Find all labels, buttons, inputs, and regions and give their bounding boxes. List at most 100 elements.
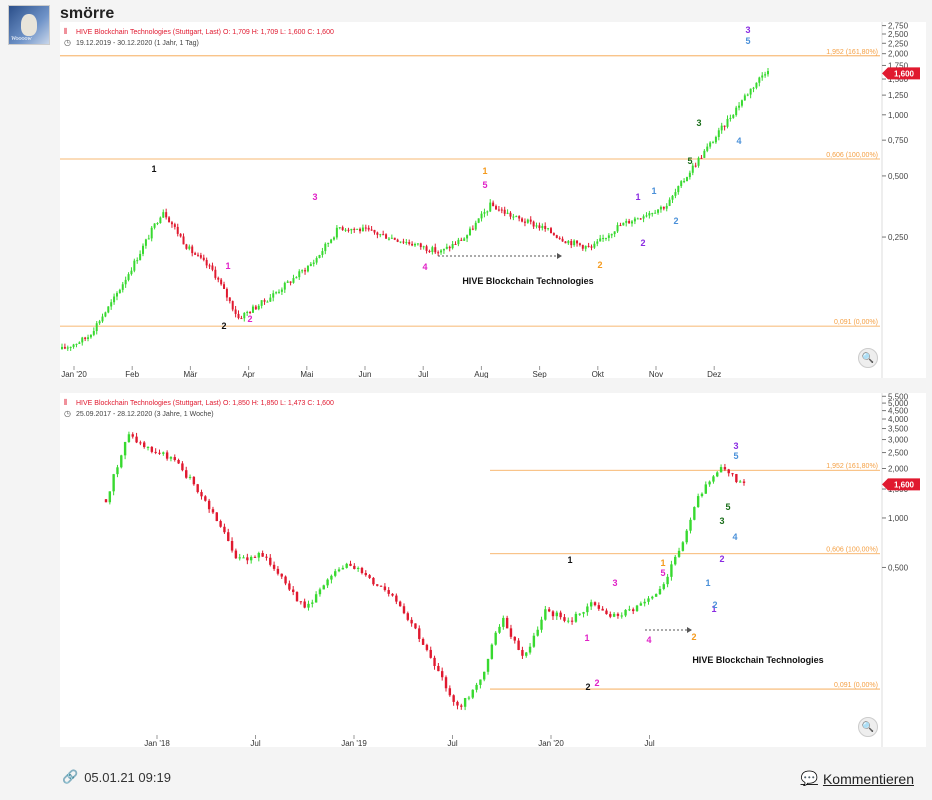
candle-body <box>179 233 182 237</box>
username[interactable]: smörre <box>60 5 115 22</box>
candle-body <box>150 227 153 239</box>
candle-body <box>237 313 240 319</box>
candle-body <box>767 71 769 75</box>
candle-body <box>549 228 552 234</box>
candle-body <box>633 218 636 222</box>
candle-body <box>173 224 176 227</box>
candle-body <box>463 238 466 241</box>
candle-body <box>311 602 314 604</box>
zoom-icon[interactable]: 🔍 <box>858 348 878 368</box>
candle-body <box>405 242 408 244</box>
chart-3y[interactable]: ⫴ HIVE Blockchain Technologies (Stuttgart… <box>60 393 926 747</box>
candle-body <box>410 619 413 624</box>
candle-body <box>742 481 746 483</box>
candle-body <box>246 312 249 314</box>
candle-body <box>610 234 613 236</box>
candle-body <box>335 227 338 238</box>
candle-body <box>567 241 570 244</box>
candle-body <box>498 626 501 633</box>
wave-label: 1 <box>567 555 572 565</box>
last-price-flag <box>882 478 920 491</box>
candle-body <box>165 452 169 459</box>
candle-body <box>706 146 709 151</box>
candle-body <box>265 556 268 558</box>
candle-body <box>719 467 723 473</box>
candle-body <box>723 125 726 127</box>
candle-body <box>278 291 281 293</box>
candle-body <box>442 248 445 251</box>
candle-body <box>448 246 451 249</box>
candle-body <box>147 238 150 240</box>
candle-body <box>95 323 98 332</box>
y-tick-label: 3,500 <box>888 425 909 434</box>
wave-label: 4 <box>646 635 651 645</box>
wave-label: 4 <box>732 532 737 542</box>
candle-body <box>544 609 547 620</box>
candle-body <box>345 563 348 568</box>
candle-body <box>118 289 121 294</box>
candle-body <box>361 227 364 232</box>
wave-label: 4 <box>422 262 427 272</box>
candle-body <box>257 553 261 558</box>
candle-body <box>188 246 191 249</box>
candle-body <box>292 278 295 283</box>
candle-body <box>143 442 146 448</box>
y-tick-label: 0,500 <box>888 172 909 181</box>
candle-body <box>604 237 607 239</box>
candle-body <box>642 216 645 219</box>
candles <box>61 68 769 351</box>
candle-body <box>162 452 165 454</box>
candle-body <box>674 192 677 196</box>
candle-body <box>139 253 142 261</box>
candle-body <box>596 241 599 244</box>
candle-body <box>312 262 315 264</box>
candle-body <box>513 636 516 641</box>
candle-body <box>636 218 639 220</box>
y-tick-label: 1,000 <box>888 111 909 120</box>
candle-body <box>192 476 196 485</box>
candle-body <box>185 470 188 478</box>
candle-body <box>185 244 188 249</box>
candle-body <box>81 337 84 343</box>
candle-body <box>139 442 142 444</box>
candle-body <box>367 227 370 230</box>
candle-body <box>475 684 478 690</box>
candle-body <box>211 509 215 513</box>
candle-body <box>398 601 402 607</box>
x-tick-label: Aug <box>474 370 488 378</box>
candle-body <box>158 452 161 454</box>
candle-body <box>284 576 287 584</box>
y-tick-label: 2,750 <box>888 22 909 31</box>
candle-body <box>98 321 101 324</box>
candle-body <box>408 242 411 244</box>
candle-body <box>563 617 566 621</box>
comment-button[interactable]: 💬 Kommentieren <box>801 770 914 787</box>
candle-body <box>474 222 477 230</box>
candle-body <box>561 238 564 242</box>
candle-body <box>619 225 622 227</box>
last-price-flag <box>882 67 920 80</box>
candle-body <box>700 157 703 159</box>
candle-body <box>521 649 524 656</box>
candle-body <box>515 216 518 218</box>
candle-body <box>89 334 92 338</box>
avatar[interactable]: Woooow <box>8 5 50 45</box>
candle-body <box>584 245 587 249</box>
candle-body <box>547 609 551 612</box>
candle-body <box>301 270 304 272</box>
candle-body <box>685 530 688 543</box>
zoom-icon[interactable]: 🔍 <box>858 717 878 737</box>
candle-body <box>503 209 506 214</box>
candle-body <box>332 237 335 240</box>
candle-body <box>552 233 555 236</box>
permalink[interactable]: 🔗 05.01.21 09:19 <box>62 769 171 785</box>
candle-body <box>454 243 457 245</box>
candle-body <box>495 206 498 210</box>
chart-1y[interactable]: ⫴ HIVE Blockchain Technologies (Stuttgart… <box>60 22 926 378</box>
candle-body <box>364 227 367 229</box>
x-tick-label: Jan '19 <box>341 739 367 747</box>
wave-label: 1 <box>482 166 487 176</box>
candle-body <box>373 229 376 233</box>
candle-body <box>78 342 81 344</box>
